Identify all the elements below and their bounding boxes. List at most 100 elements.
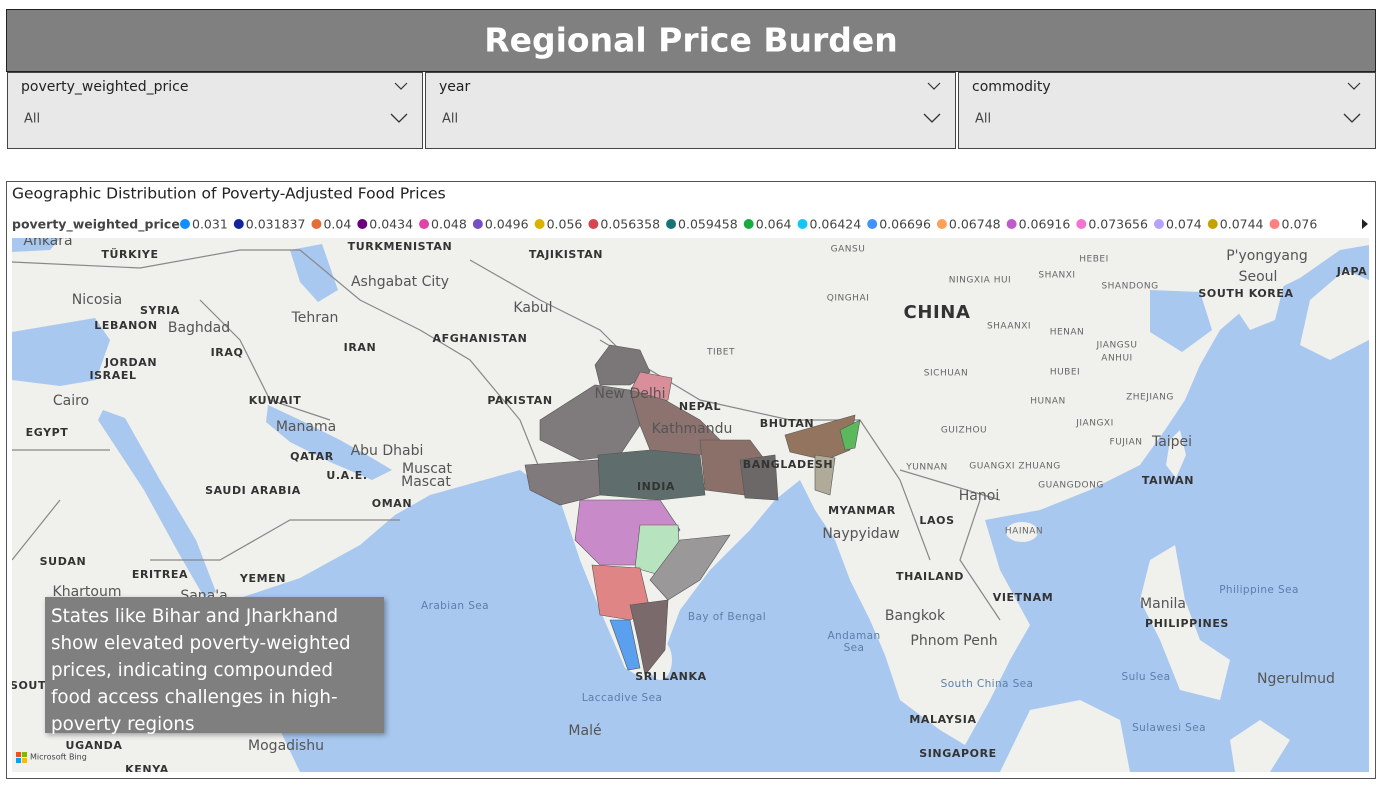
place-label: FUJIAN — [1110, 438, 1143, 448]
place-label: GUANGDONG — [1038, 481, 1104, 491]
place-label: ANHUI — [1101, 354, 1132, 364]
filter-chevron[interactable] — [394, 82, 408, 90]
place-label: GANSU — [831, 245, 866, 255]
place-label: EGYPT — [26, 426, 69, 439]
place-label: NEPAL — [679, 400, 721, 413]
legend-swatch — [1269, 219, 1280, 229]
india-states — [524, 344, 861, 676]
place-label: Sulu Sea — [1122, 671, 1171, 683]
place-label: Laccadive Sea — [582, 692, 663, 704]
place-label: SHANDONG — [1101, 282, 1158, 292]
filter-dropdown[interactable] — [390, 113, 408, 123]
filter-chevron[interactable] — [927, 82, 941, 90]
legend-label: 0.06424 — [810, 217, 862, 232]
legend-label: 0.074 — [1166, 217, 1202, 232]
legend-swatch — [357, 219, 368, 229]
filter-box[interactable] — [425, 72, 956, 149]
place-label: BHUTAN — [760, 417, 815, 430]
place-label: ZHEJIANG — [1126, 393, 1174, 403]
legend-title: poverty_weighted_price — [12, 217, 180, 233]
legend-swatch — [534, 219, 545, 229]
place-label: Abu Dhabi — [351, 443, 424, 459]
place-label: Arabian Sea — [421, 600, 489, 612]
filter-box[interactable] — [7, 72, 423, 149]
place-label: GUIZHOU — [941, 426, 987, 436]
map: Ankara TÜRKIYE TURKMENISTAN TAJIKISTAN GANSU… — [10, 233, 1369, 776]
place-label: Ngerulmud — [1257, 671, 1335, 687]
legend-swatch — [233, 219, 244, 229]
place-label: QINGHAI — [827, 294, 870, 304]
place-label: LAOS — [919, 514, 954, 527]
place-label: Andaman Sea — [827, 630, 880, 654]
legend-scroll[interactable] — [1362, 219, 1368, 229]
legend-swatch — [588, 219, 599, 229]
place-label: SUDAN — [40, 555, 87, 568]
place-label: KENYA — [125, 763, 169, 776]
place-label: SHAANXI — [987, 322, 1031, 332]
filter-dropdown[interactable] — [1343, 113, 1361, 123]
place-label: KUWAIT — [249, 394, 302, 407]
place-label: HENAN — [1050, 328, 1085, 338]
header-bar — [6, 9, 1376, 72]
place-label: JIANGXI — [1075, 419, 1114, 429]
filter-chevron[interactable] — [1347, 82, 1361, 90]
place-label: HUBEI — [1050, 368, 1080, 378]
legend-label: 0.064 — [756, 217, 792, 232]
place-label: MYANMAR — [828, 504, 896, 517]
bing-logo — [16, 752, 27, 763]
place-label: Baghdad — [168, 320, 230, 336]
place-label: Nicosia — [72, 292, 122, 308]
seas — [12, 238, 1369, 772]
legend-label: 0.06748 — [949, 217, 1001, 232]
place-label: SOUT — [10, 679, 46, 692]
place-label: Mascat — [401, 474, 451, 490]
place-label: LEBANON — [94, 319, 157, 332]
legend-swatch — [797, 219, 808, 229]
place-label: Muscat — [402, 461, 453, 477]
borders — [12, 249, 1001, 621]
legend-label: 0.06696 — [879, 217, 931, 232]
place-label: Khartoum — [53, 584, 122, 600]
place-label: TAIWAN — [1142, 474, 1194, 487]
filter-value: All — [24, 112, 40, 127]
place-label: SAUDI ARABIA — [205, 484, 301, 497]
place-label: THAILAND — [896, 570, 964, 583]
place-label: TURKMENISTAN — [348, 240, 453, 253]
place-label: Bangkok — [885, 608, 946, 624]
legend-label: 0.0496 — [485, 217, 529, 232]
place-label: Kabul — [513, 300, 552, 316]
filter-label: commodity — [972, 79, 1051, 95]
place-label: JIANGSU — [1096, 341, 1138, 351]
place-label: TÜRKIYE — [101, 247, 158, 261]
filter-box[interactable] — [958, 72, 1376, 149]
place-label: AFGHANISTAN — [433, 332, 528, 345]
place-label: Kathmandu — [652, 421, 733, 437]
legend-swatch — [472, 219, 483, 229]
legend-label: 0.056 — [547, 217, 583, 232]
place-label: Ankara — [23, 233, 72, 249]
legend-swatch — [1076, 219, 1087, 229]
place-label: PAKISTAN — [487, 394, 552, 407]
place-label: VIETNAM — [993, 591, 1054, 604]
place-label: JAPA — [1336, 265, 1368, 278]
place-label: Manila — [1140, 596, 1186, 612]
place-label: Hanoi — [959, 488, 999, 504]
place-label: MALAYSIA — [909, 713, 976, 726]
place-label: HEBEI — [1079, 255, 1108, 265]
filter-dropdown[interactable] — [923, 113, 941, 123]
place-label: Taipei — [1151, 434, 1192, 450]
place-label: NINGXIA HUI — [949, 276, 1011, 286]
place-label: Mogadishu — [248, 738, 324, 754]
place-label: SRI LANKA — [635, 670, 706, 683]
place-label: P'yongyang — [1226, 248, 1308, 264]
islands — [648, 250, 1369, 772]
place-label: GUANGXI ZHUANG — [969, 462, 1061, 472]
place-label: HUNAN — [1030, 397, 1065, 407]
place-label: JORDAN — [104, 356, 157, 369]
legend-swatch — [1006, 219, 1017, 229]
filter-value: All — [442, 112, 458, 127]
map-title: Geographic Distribution of Poverty-Adjus… — [12, 185, 446, 203]
legend-swatch — [419, 219, 430, 229]
legend-label: 0.059458 — [678, 217, 738, 232]
place-label: U.A.E. — [326, 469, 367, 482]
